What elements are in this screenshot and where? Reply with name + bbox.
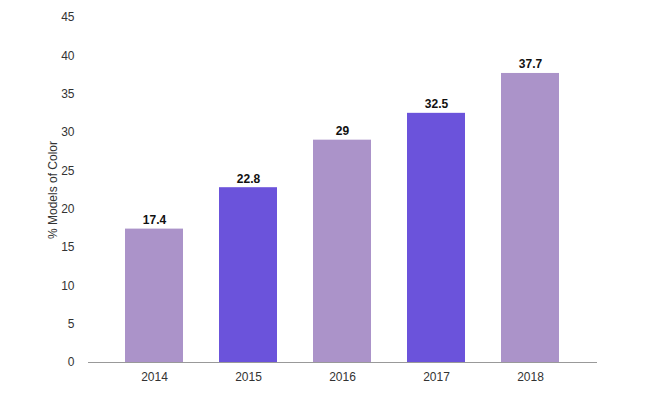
svg-text:32.5: 32.5 [425, 97, 449, 111]
svg-text:2017: 2017 [423, 370, 450, 384]
svg-text:2018: 2018 [517, 370, 544, 384]
svg-text:15: 15 [61, 240, 75, 254]
svg-text:17.4: 17.4 [143, 213, 167, 227]
svg-text:5: 5 [68, 317, 75, 331]
svg-text:% Models of Color: % Models of Color [46, 141, 60, 239]
svg-text:2015: 2015 [235, 370, 262, 384]
svg-text:2016: 2016 [329, 370, 356, 384]
svg-text:20: 20 [61, 202, 75, 216]
svg-text:22.8: 22.8 [237, 172, 261, 186]
svg-text:0: 0 [68, 355, 75, 369]
svg-text:40: 40 [61, 49, 75, 63]
svg-text:30: 30 [61, 125, 75, 139]
svg-text:35: 35 [61, 87, 75, 101]
svg-text:45: 45 [61, 10, 75, 24]
svg-text:37.7: 37.7 [519, 57, 543, 71]
svg-text:29: 29 [336, 124, 350, 138]
svg-text:2014: 2014 [141, 370, 168, 384]
svg-text:10: 10 [61, 279, 75, 293]
svg-text:25: 25 [61, 164, 75, 178]
